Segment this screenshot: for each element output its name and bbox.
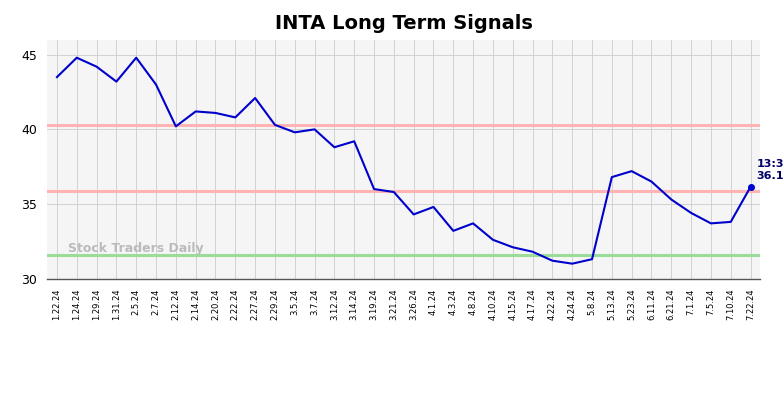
Title: INTA Long Term Signals: INTA Long Term Signals (275, 14, 532, 33)
Text: Stock Traders Daily: Stock Traders Daily (68, 242, 204, 255)
Text: 13:39
36.15: 13:39 36.15 (757, 159, 784, 181)
